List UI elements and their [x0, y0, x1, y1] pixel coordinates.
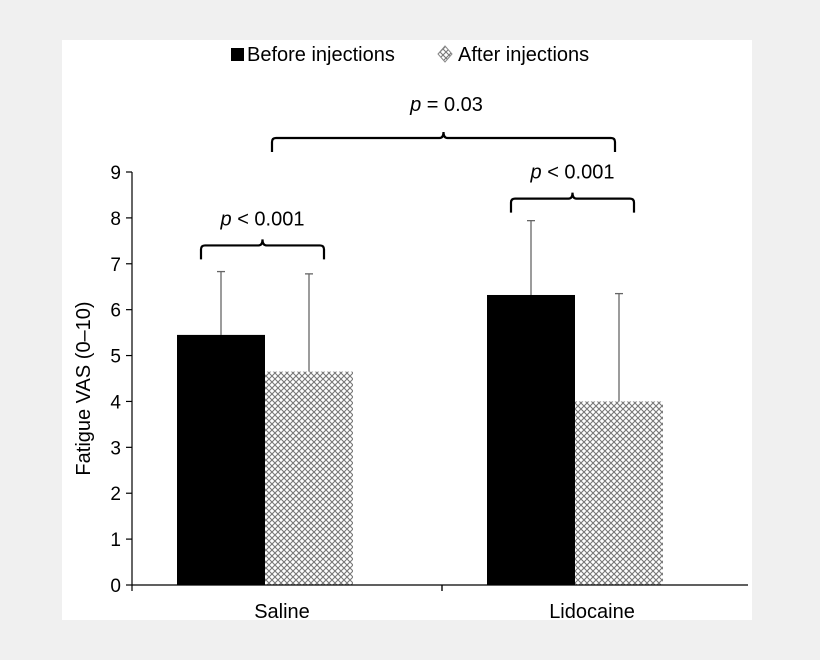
bar-saline-before: [177, 334, 265, 585]
bracket-saline: [199, 239, 326, 260]
y-tick-label-3: 3: [110, 438, 121, 459]
y-tick-label-9: 9: [110, 163, 121, 184]
bracket-between-groups: [270, 131, 617, 152]
bar-lidocaine-before: [487, 294, 575, 585]
legend-swatch-after: [437, 45, 453, 63]
bar-saline-after: [265, 371, 353, 585]
figure-panel: 0 1 2 3 4 5 6 7 8 9 Saline Lidocaine Fatigue VAS (0–…: [62, 40, 752, 620]
bar-lidocaine-after: [575, 401, 663, 585]
y-tick-label-8: 8: [110, 209, 121, 230]
y-tick-label-6: 6: [110, 301, 121, 322]
bar-chart: 0 1 2 3 4 5 6 7 8 9 Saline Lidocaine Fatigue VAS (0–…: [73, 44, 748, 620]
category-label-saline: Saline: [254, 601, 310, 620]
y-tick-label-2: 2: [110, 484, 121, 505]
y-axis-title: Fatigue VAS (0–10): [73, 301, 95, 475]
legend-swatch-before: [231, 48, 244, 61]
legend-label-before: Before injections: [247, 44, 395, 66]
p-value-lidocaine: p < 0.001: [530, 162, 615, 184]
p-value-saline: p < 0.001: [220, 208, 305, 230]
y-tick-label-4: 4: [110, 392, 121, 413]
y-tick-label-0: 0: [110, 576, 121, 597]
y-tick-label-7: 7: [110, 255, 121, 276]
category-label-lidocaine: Lidocaine: [549, 601, 635, 620]
bracket-lidocaine: [509, 192, 636, 213]
p-value-between-groups: p = 0.03: [409, 94, 483, 116]
legend-label-after: After injections: [458, 44, 589, 66]
y-tick-label-1: 1: [110, 530, 121, 551]
y-tick-label-5: 5: [110, 347, 121, 368]
